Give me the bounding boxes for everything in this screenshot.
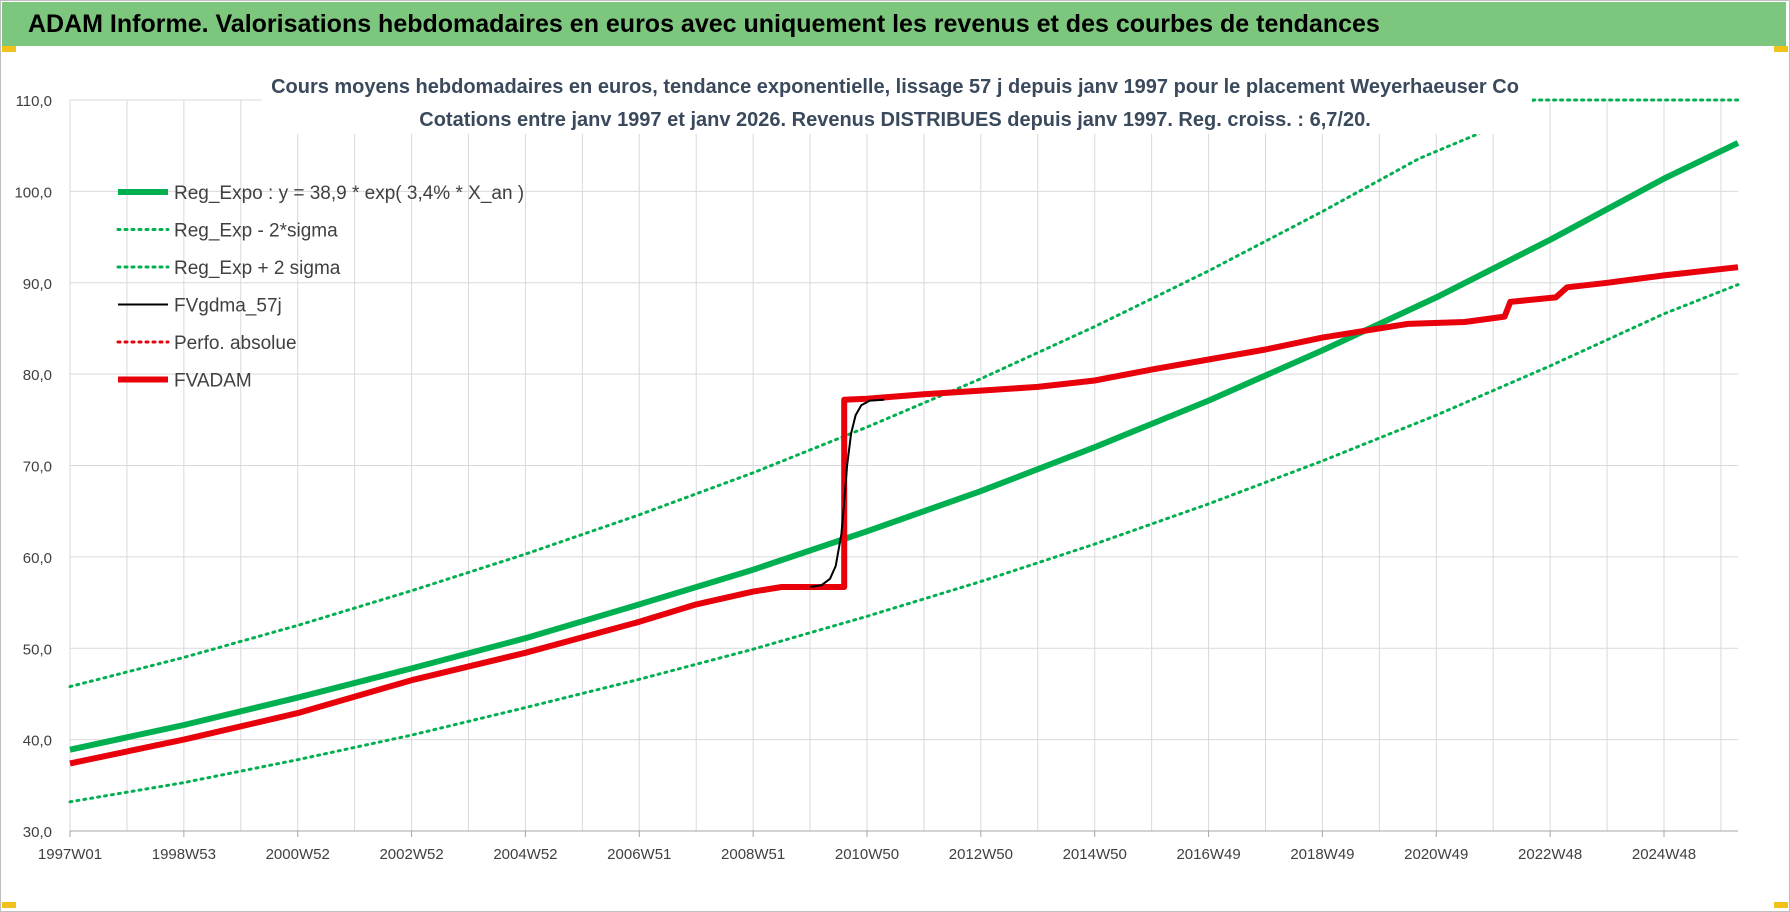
y-tick-label: 110,0 [16,93,52,110]
chart-title-line1: Cours moyens hebdomadaires en euros, ten… [271,76,1519,98]
x-tick-label: 1998W53 [152,846,216,863]
x-tick-label: 2022W48 [1518,846,1582,863]
x-tick-label: 2020W49 [1404,846,1468,863]
corner-mark [2,902,16,908]
legend-label: FVADAM [174,371,252,392]
x-tick-label: 2014W50 [1063,846,1127,863]
chart-titles: Cours moyens hebdomadaires en euros, ten… [262,70,1532,134]
corner-mark [1774,902,1788,908]
y-tick-label: 70,0 [23,459,52,476]
legend: Reg_Expo : y = 38,9 * exp( 3,4% * X_an )… [116,183,524,392]
corner-mark [2,46,16,52]
x-tick-label: 1997W01 [38,846,102,863]
series-line-6 [69,264,1739,767]
series-line-1 [69,140,1740,753]
legend-label: Perfo. absolue [174,333,297,354]
gridlines [69,99,1738,832]
x-tick-label: 2004W52 [493,846,557,863]
y-tick-label: 100,0 [14,184,52,201]
title-background [262,70,1532,134]
x-tick-label: 2002W52 [379,846,443,863]
x-tick-label: 2006W51 [607,846,671,863]
chart-title-line2: Cotations entre janv 1997 et janv 2026. … [419,109,1371,131]
series-line-2 [68,283,1740,804]
x-tick-label: 2012W50 [949,846,1013,863]
x-tick-label: 2018W49 [1290,846,1354,863]
legend-label: FVgdma_57j [174,296,282,317]
legend-label: Reg_Exp - 2*sigma [174,221,338,242]
y-tick-label: 90,0 [23,276,52,293]
legend-label: Reg_Exp + 2 sigma [174,258,341,279]
banner-title: ADAM Informe. Valorisations hebdomadaire… [28,10,1380,38]
corner-mark [1774,46,1788,52]
x-tick-label: 2024W48 [1632,846,1696,863]
y-tick-label: 30,0 [23,824,52,841]
legend-label: Reg_Expo : y = 38,9 * exp( 3,4% * X_an ) [174,183,524,204]
y-axis-ticks: 30,0 40,0 50,0 60,0 70,0 80,0 90,0 100,0 110,0 [14,93,52,841]
x-tick-label: 2000W52 [266,846,330,863]
y-tick-label: 80,0 [23,367,52,384]
header-banner: ADAM Informe. Valorisations hebdomadaire… [2,2,1786,46]
series-line-4 [809,398,885,588]
plot-background [2,48,1786,910]
y-tick-label: 60,0 [23,550,52,567]
y-tick-label: 50,0 [23,641,52,658]
x-tick-label: 2008W51 [721,846,785,863]
x-tick-label: 2010W50 [835,846,899,863]
x-axis-ticks: 1997W01 1998W53 2000W52 2002W52 2004W52 2006W… [38,831,1696,863]
y-tick-label: 40,0 [23,733,52,750]
x-tick-label: 2016W49 [1176,846,1240,863]
